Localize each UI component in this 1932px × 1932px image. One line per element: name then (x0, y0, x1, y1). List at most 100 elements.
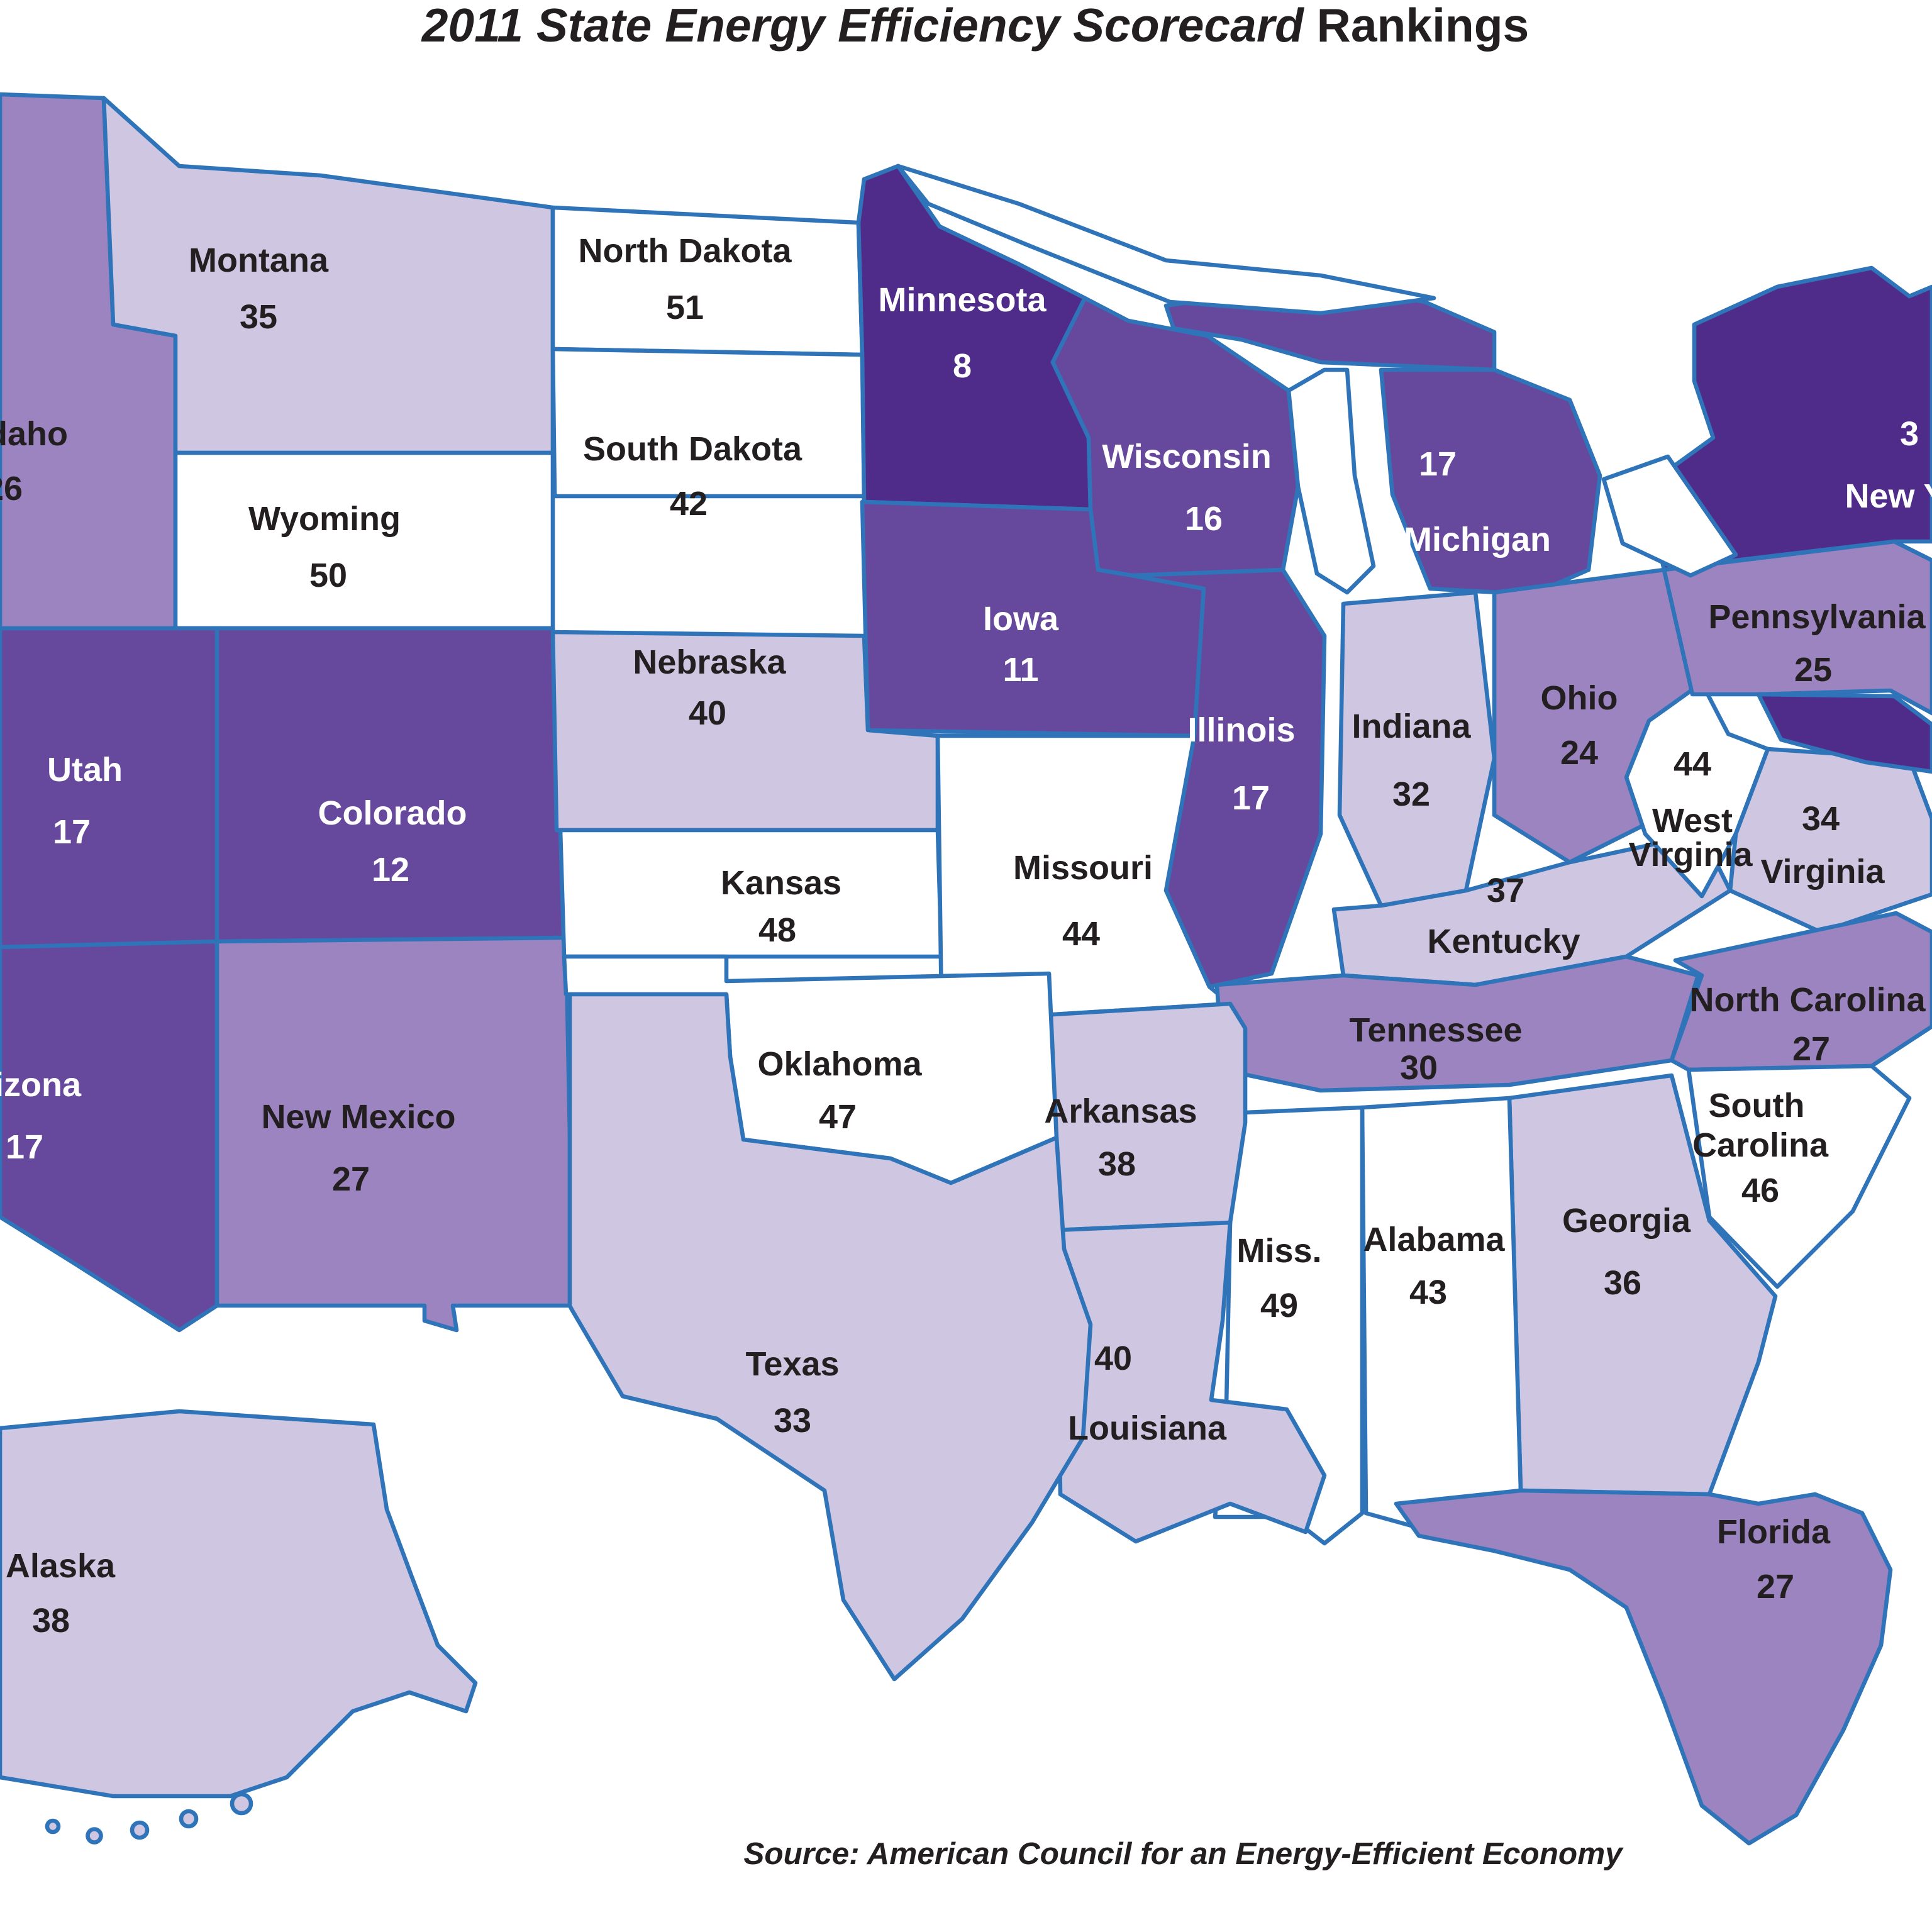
state-rank-new-york: 3 (1900, 415, 1919, 453)
state-label-louisiana: Louisiana (1068, 1409, 1227, 1447)
state-label-new-mexico: New Mexico (261, 1098, 455, 1136)
state-shape-florida (1394, 1488, 1893, 1846)
state-rank-kentucky: 37 (1487, 872, 1524, 909)
state-rank-north-carolina: 27 (1792, 1030, 1830, 1068)
state-rank-virginia: 34 (1802, 800, 1840, 838)
state-rank-ohio: 24 (1560, 734, 1598, 772)
state-shape-colorado (214, 626, 569, 944)
state-rank-oklahoma: 47 (819, 1098, 857, 1136)
state-label-indiana: Indiana (1352, 708, 1471, 745)
state-rank-utah: 17 (53, 813, 91, 851)
state-shape-alabama (1360, 1096, 1523, 1535)
state-label-tennessee: Tennessee (1349, 1011, 1522, 1049)
state-label-texas: Texas (745, 1345, 839, 1383)
state-label-oklahoma: Oklahoma (757, 1045, 922, 1083)
state-shape-south-dakota (550, 347, 867, 499)
state-label-utah: Utah (47, 751, 123, 789)
state-label-wisconsin: Wisconsin (1102, 438, 1272, 475)
state-label-north-dakota: North Dakota (578, 232, 792, 270)
state-shape-alaska (0, 1409, 478, 1799)
state-label-michigan: Michigan (1404, 521, 1551, 558)
state-rank-arizona: 17 (6, 1128, 43, 1166)
state-label-wyoming: Wyoming (248, 500, 401, 538)
state-rank-kansas: 48 (758, 911, 796, 949)
alaska-island (179, 1809, 199, 1829)
lake-superior (896, 164, 1436, 316)
state-rank-alaska: 38 (32, 1602, 70, 1640)
state-label-colorado: Colorado (318, 794, 467, 832)
state-rank-iowa: 11 (1002, 651, 1038, 689)
state-label-florida: Florida (1717, 1513, 1831, 1551)
state-label-arkansas: Arkansas (1044, 1092, 1197, 1130)
state-rank-michigan: 17 (1419, 445, 1457, 483)
state-label-iowa: Iowa (983, 600, 1059, 638)
state-rank-pennsylvania: 25 (1794, 651, 1832, 689)
state-rank-indiana: 32 (1392, 775, 1430, 813)
state-label-idaho: Idaho (0, 415, 68, 453)
page-title-regular: Rankings (1304, 0, 1529, 52)
state-rank-alabama: 43 (1409, 1274, 1447, 1311)
state-rank-idaho: 26 (0, 470, 23, 508)
state-label-alabama: Alabama (1363, 1221, 1505, 1258)
state-shape-indiana (1337, 590, 1497, 908)
state-rank-tennessee: 30 (1400, 1049, 1438, 1087)
state-rank-wyoming: 50 (309, 557, 347, 594)
state-rank-texas: 33 (774, 1402, 811, 1440)
state-label-nebraska: Nebraska (633, 643, 786, 681)
state-rank-west-virginia: 44 (1674, 745, 1711, 783)
state-shape-new-york (1643, 265, 1932, 572)
page-title: 2011 State Energy Efficiency Scorecard R… (421, 0, 1530, 52)
state-rank-missouri: 44 (1062, 915, 1100, 953)
alaska-island (45, 1818, 61, 1835)
alaska-island (230, 1792, 253, 1816)
state-label-south-carolina-line1: South (1709, 1087, 1805, 1124)
state-shape-michigan (1379, 367, 1602, 597)
state-label-mississippi: Miss. (1236, 1232, 1321, 1270)
state-rank-north-dakota: 51 (666, 289, 704, 326)
state-rank-new-mexico: 27 (332, 1160, 370, 1198)
alaska-island (86, 1827, 103, 1845)
state-rank-minnesota: 8 (953, 347, 972, 385)
state-shape-maryland (1756, 692, 1932, 774)
state-rank-louisiana: 40 (1094, 1340, 1132, 1377)
source-credit: Source: American Council for an Energy-E… (743, 1836, 1624, 1871)
state-rank-nebraska: 40 (689, 694, 726, 732)
state-rank-wisconsin: 16 (1185, 500, 1223, 538)
state-rank-arkansas: 38 (1098, 1145, 1136, 1183)
state-label-kentucky: Kentucky (1427, 923, 1580, 960)
state-label-alaska: Alaska (6, 1547, 116, 1585)
lake-erie (1601, 454, 1738, 578)
state-shape-louisiana (1054, 1220, 1327, 1544)
state-label-montana: Montana (189, 242, 329, 279)
state-shape-pennsylvania (1662, 539, 1932, 716)
lake-michigan (1286, 367, 1376, 595)
state-label-ohio: Ohio (1541, 679, 1618, 717)
state-shape-wyoming (173, 450, 555, 631)
page-title-italic: 2011 State Energy Efficiency Scorecard (421, 0, 1305, 52)
state-label-north-carolina: North Carolina (1689, 981, 1926, 1019)
state-label-west-virginia-line2: Virginia (1628, 836, 1753, 874)
state-label-virginia: Virginia (1760, 853, 1885, 891)
state-rank-georgia: 36 (1604, 1264, 1641, 1302)
state-label-west-virginia-line1: West (1652, 802, 1733, 840)
state-label-kansas: Kansas (721, 864, 841, 902)
state-rank-south-dakota: 42 (670, 485, 708, 523)
state-label-south-carolina-line2: Carolina (1692, 1126, 1829, 1164)
state-label-missouri: Missouri (1013, 849, 1153, 887)
state-shape-virginia (1728, 747, 1932, 935)
state-rank-south-carolina: 46 (1741, 1172, 1779, 1209)
states-layer (0, 92, 1932, 1846)
state-shape-texas (567, 992, 1093, 1682)
state-rank-mississippi: 49 (1260, 1287, 1298, 1324)
state-rank-florida: 27 (1757, 1568, 1794, 1606)
state-label-illinois: Illinois (1187, 711, 1295, 749)
state-label-new-york: New York (1845, 477, 1932, 515)
state-rank-montana: 35 (240, 298, 277, 336)
state-rank-colorado: 12 (372, 851, 409, 889)
state-label-georgia: Georgia (1562, 1202, 1691, 1240)
state-label-south-dakota: South Dakota (583, 430, 802, 468)
state-label-pennsylvania: Pennsylvania (1708, 598, 1926, 636)
state-rank-illinois: 17 (1232, 779, 1270, 817)
state-label-arizona: Arizona (0, 1066, 82, 1104)
